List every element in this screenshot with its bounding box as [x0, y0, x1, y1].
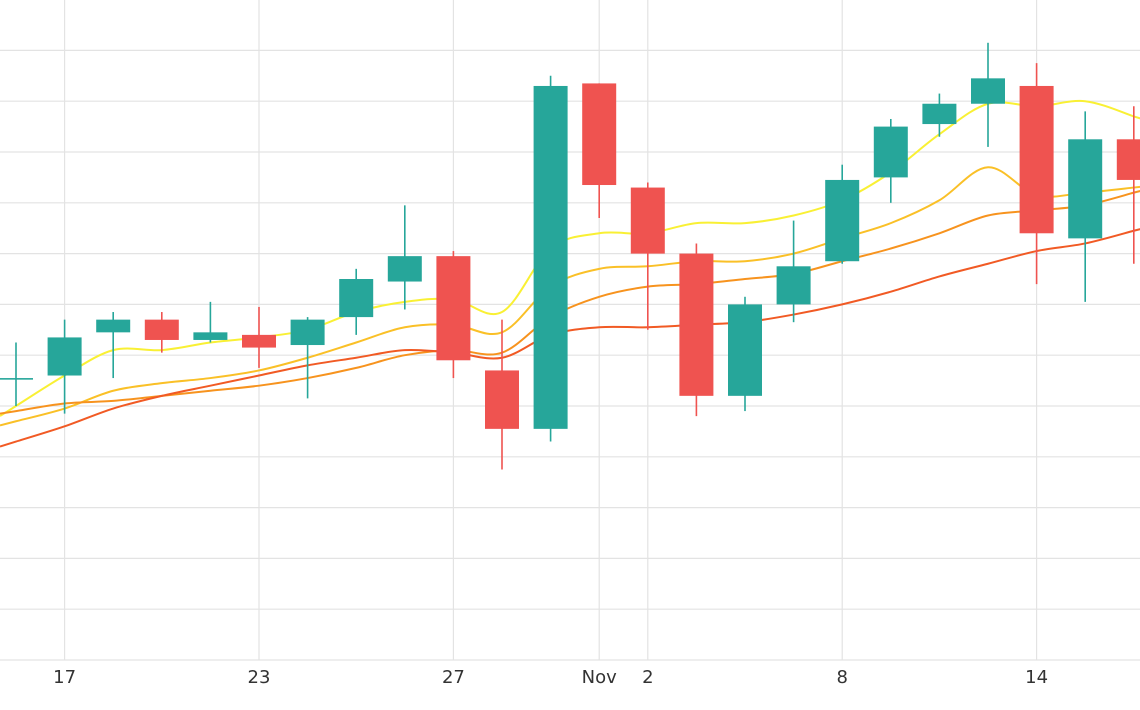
candle-body — [728, 304, 762, 396]
x-axis: 17 23 27 Nov 2 8 14 — [53, 667, 1048, 688]
candle — [485, 319, 519, 470]
candle-body — [1068, 139, 1103, 239]
candle-body — [679, 253, 714, 396]
candle — [679, 243, 714, 417]
moving-average-line-2 — [0, 166, 1140, 427]
candle — [630, 182, 665, 330]
candle — [387, 205, 422, 310]
x-tick-label: Nov — [582, 667, 617, 688]
candle-body — [922, 103, 957, 125]
candle-body — [193, 332, 228, 340]
moving-average-line-4 — [0, 228, 1140, 448]
x-tick-label: 2 — [642, 667, 653, 688]
x-tick-label: 17 — [53, 667, 76, 688]
moving-average-lines — [0, 99, 1140, 448]
candle — [1116, 106, 1140, 264]
x-tick-label: 8 — [836, 667, 847, 688]
x-tick-label: 14 — [1025, 667, 1048, 688]
candle-body — [582, 83, 617, 186]
candle — [96, 312, 131, 379]
candle — [436, 251, 471, 379]
moving-average-line-1 — [0, 99, 1140, 417]
candle-body — [290, 319, 325, 346]
candle — [873, 118, 908, 203]
candle-body — [387, 256, 422, 282]
candle — [582, 83, 617, 219]
candle — [242, 306, 276, 368]
candle — [922, 93, 957, 137]
candle-body — [47, 337, 82, 376]
candle — [728, 296, 762, 412]
candle — [144, 312, 179, 353]
candle — [776, 220, 811, 323]
x-tick-label: 23 — [248, 667, 271, 688]
candle-body — [533, 85, 568, 429]
candle-body — [825, 179, 860, 262]
candle — [971, 42, 1005, 147]
candle-body — [144, 319, 179, 340]
candle — [47, 319, 82, 414]
candle — [193, 301, 228, 343]
candles — [0, 42, 1140, 470]
candle-body — [436, 256, 471, 361]
candle — [825, 164, 860, 264]
candle-body — [873, 126, 908, 178]
candle — [1019, 63, 1054, 285]
candle-body — [776, 266, 811, 305]
candle-body — [971, 78, 1005, 104]
candle-body — [242, 334, 276, 348]
candle-body — [0, 378, 33, 380]
candle-body — [1116, 139, 1140, 180]
candle-body — [96, 319, 131, 333]
x-tick-label: 27 — [442, 667, 465, 688]
candle — [1068, 111, 1103, 302]
candle-body — [339, 279, 374, 318]
candle — [533, 75, 568, 442]
candle — [290, 317, 325, 399]
candle-body — [630, 187, 665, 254]
candle-body — [1019, 85, 1054, 234]
candle — [0, 342, 33, 406]
candle — [339, 268, 374, 335]
moving-average-line-3 — [0, 190, 1140, 415]
candle-body — [485, 370, 519, 429]
